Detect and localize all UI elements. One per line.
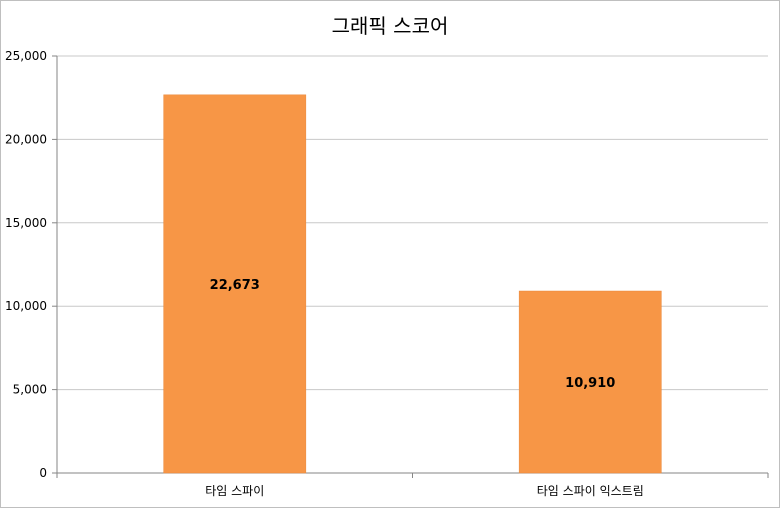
y-tick-label: 5,000 (13, 383, 47, 397)
x-tick-label: 타임 스파이 (205, 484, 264, 498)
chart-title: 그래픽 스코어 (331, 14, 449, 38)
y-tick-label: 0 (39, 466, 47, 480)
y-tick-label: 15,000 (5, 216, 47, 230)
data-label: 10,910 (565, 376, 615, 391)
y-tick-label: 20,000 (5, 132, 47, 146)
data-label: 22,673 (210, 278, 260, 293)
y-tick-label: 25,000 (5, 49, 47, 63)
y-tick-label: 10,000 (5, 299, 47, 313)
bar (518, 290, 662, 474)
bar (163, 94, 307, 474)
x-tick-label: 타임 스파이 익스트림 (537, 484, 644, 498)
